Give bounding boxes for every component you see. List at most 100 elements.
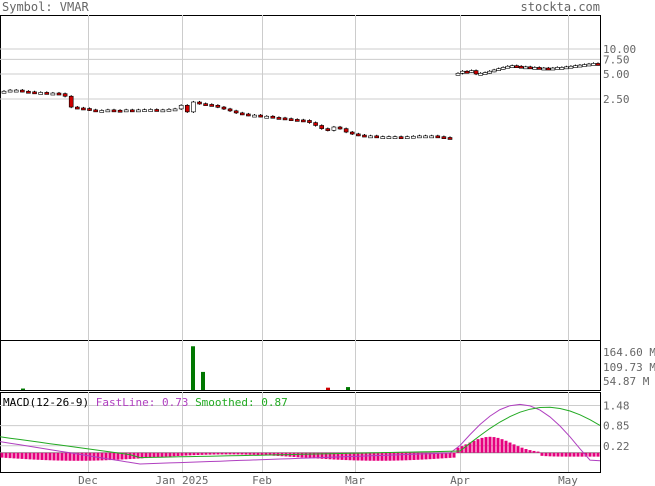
candle-body — [386, 136, 392, 139]
candle-body — [270, 115, 276, 119]
price-panel — [1, 62, 601, 140]
x-label: May — [558, 474, 578, 486]
candle-body — [577, 64, 583, 68]
x-label: Jan 2025 — [156, 474, 209, 486]
macd-legend: MACD(12-26-9) FastLine: 0.73 Smoothed: 0… — [3, 396, 288, 409]
macd-legend-part: MACD(12-26-9) — [3, 396, 96, 409]
candle-body — [368, 135, 373, 139]
candle-body — [123, 109, 129, 113]
candle-body — [209, 104, 215, 107]
candle-body — [500, 67, 506, 70]
volume-bar — [21, 388, 25, 390]
candle-body — [509, 65, 515, 68]
candle-body — [246, 113, 251, 117]
candle-body — [568, 65, 574, 69]
candle-body — [172, 108, 178, 112]
price-tick: 10.00 — [603, 43, 636, 56]
volume-bar — [191, 346, 195, 390]
candle-body — [398, 136, 404, 139]
grid — [0, 15, 601, 473]
candle-body — [197, 101, 202, 105]
candle-body — [136, 109, 141, 113]
candle-body — [404, 136, 410, 139]
candle-body — [252, 114, 257, 118]
candle-body — [44, 92, 50, 95]
candle-body — [514, 65, 520, 68]
candle-body — [417, 135, 422, 139]
candle-body — [142, 109, 147, 112]
candle-body — [117, 109, 123, 113]
candle-body — [374, 135, 379, 139]
candle-body — [319, 125, 324, 129]
candle-body — [362, 134, 367, 138]
candle-body — [62, 93, 68, 97]
candle-body — [546, 67, 551, 71]
candle-body — [464, 70, 470, 74]
candle-body — [527, 66, 533, 70]
candle-body — [473, 70, 479, 75]
candle-body — [215, 104, 221, 108]
axes: Dec Jan 2025 Feb Mar Apr May 10.007.50 5.00 2.50… — [78, 43, 655, 486]
macd-frame — [0, 392, 601, 473]
price-tick: 5.00 — [603, 68, 630, 81]
candle-body — [93, 109, 98, 113]
macd-tick: 1.48 — [603, 399, 630, 412]
volume-bar — [201, 371, 205, 390]
volume-frame — [0, 340, 601, 391]
candle-body — [541, 67, 547, 71]
candle-body — [550, 67, 556, 71]
candle-body — [435, 135, 441, 139]
candle-body — [313, 122, 318, 126]
candle-body — [337, 126, 343, 130]
candle-body — [356, 133, 361, 137]
candle-body — [160, 109, 166, 113]
volume-tick: 164.60 M — [603, 346, 655, 359]
candle-body — [276, 117, 282, 120]
macd-tick: 0.85 — [603, 420, 630, 433]
candle-body — [491, 69, 497, 73]
candle-body — [294, 119, 300, 122]
volume-bar — [326, 387, 330, 390]
candle-body — [487, 70, 492, 74]
candle-body — [496, 68, 501, 71]
candle-body — [532, 67, 538, 70]
candle-body — [184, 104, 190, 113]
x-label: Feb — [252, 474, 272, 486]
candle-body — [233, 110, 239, 114]
candle-body — [455, 72, 461, 76]
candle-body — [441, 136, 447, 139]
x-label: Apr — [450, 474, 470, 486]
candle-body — [68, 95, 74, 108]
candle-body — [264, 115, 270, 119]
macd-smoothed — [0, 406, 601, 459]
candle-body — [447, 137, 453, 140]
candle-body — [564, 66, 569, 70]
candle-body — [111, 109, 117, 113]
candle-body — [288, 118, 294, 121]
candle-body — [258, 114, 263, 118]
candle-body — [591, 63, 596, 66]
candle-body — [301, 119, 306, 123]
candle-body — [239, 112, 245, 116]
candle-body — [87, 108, 92, 111]
candle-body — [460, 70, 465, 74]
site-name[interactable]: stockta.com — [520, 0, 600, 14]
candle-body — [573, 65, 578, 68]
candle-body — [505, 65, 510, 69]
price-tick: 2.50 — [603, 93, 630, 106]
candle-body — [423, 135, 428, 139]
candle-body — [166, 108, 172, 112]
candle-body — [26, 90, 31, 94]
candle-body — [429, 135, 434, 139]
volume-tick: 109.73 M — [603, 361, 655, 374]
candle-body — [81, 107, 86, 111]
macd-tick: 0.22 — [603, 440, 630, 453]
candle-body — [469, 70, 474, 73]
candle-body — [380, 136, 386, 139]
candle-body — [518, 65, 524, 69]
candle-body — [586, 63, 592, 67]
candle-body — [191, 101, 196, 113]
candle-body — [75, 106, 80, 110]
candle-body — [221, 106, 227, 110]
candle-body — [105, 109, 111, 113]
